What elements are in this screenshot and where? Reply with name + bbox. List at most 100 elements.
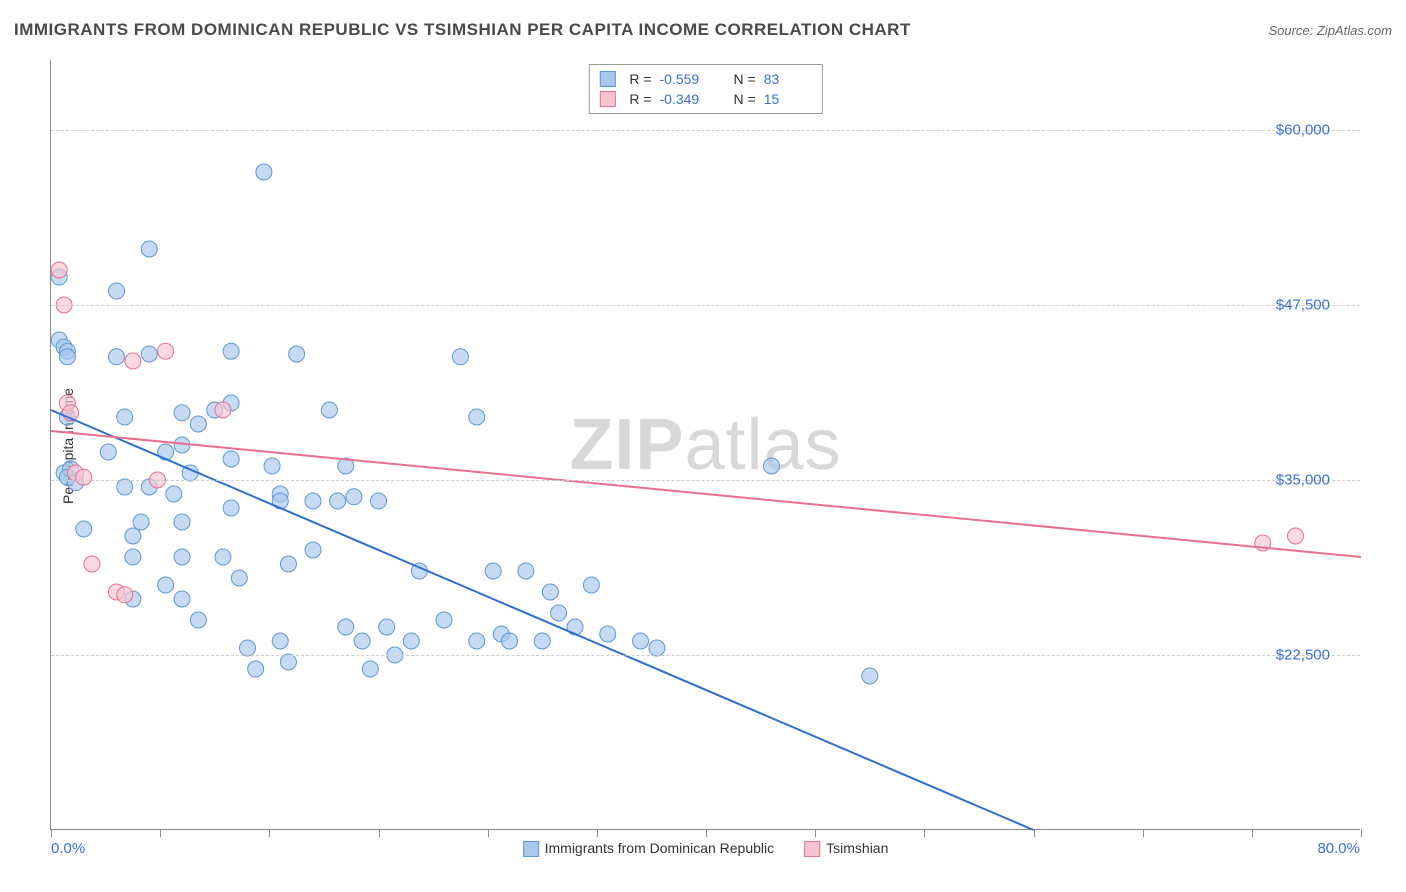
x-tick [1143,829,1144,837]
scatter-point [215,402,231,418]
scatter-point [76,469,92,485]
scatter-point [256,164,272,180]
legend-swatch [599,71,615,87]
scatter-point [158,343,174,359]
scatter-point [452,349,468,365]
scatter-point [362,661,378,677]
scatter-point [117,587,133,603]
scatter-point [166,486,182,502]
scatter-point [125,353,141,369]
scatter-point [551,605,567,621]
gridline [51,480,1360,481]
scatter-point [371,493,387,509]
y-tick-label: $35,000 [1276,472,1330,489]
gridline [51,130,1360,131]
plot-area: ZIPatlas R =-0.559N =83R =-0.349N =15 0.… [50,60,1360,830]
scatter-point [109,349,125,365]
scatter-point [133,514,149,530]
scatter-point [174,591,190,607]
scatter-point [223,343,239,359]
x-tick [597,829,598,837]
scatter-point [125,549,141,565]
stats-box: R =-0.559N =83R =-0.349N =15 [588,64,822,114]
scatter-point [518,563,534,579]
scatter-point [469,409,485,425]
scatter-point [379,619,395,635]
stats-row: R =-0.349N =15 [599,89,811,109]
source-attribution: Source: ZipAtlas.com [1268,23,1392,38]
y-tick-label: $22,500 [1276,647,1330,664]
scatter-point [141,241,157,257]
x-tick [269,829,270,837]
scatter-point [469,633,485,649]
scatter-point [100,444,116,460]
scatter-point [272,633,288,649]
scatter-point [248,661,264,677]
x-tick [488,829,489,837]
stats-row: R =-0.559N =83 [599,69,811,89]
scatter-point [403,633,419,649]
x-tick [706,829,707,837]
scatter-point [231,570,247,586]
scatter-point [280,654,296,670]
scatter-point [264,458,280,474]
x-tick [1252,829,1253,837]
scatter-point [51,262,67,278]
scatter-point [59,349,75,365]
scatter-point [174,514,190,530]
scatter-point [109,283,125,299]
x-tick [51,829,52,837]
scatter-point [330,493,346,509]
scatter-point [354,633,370,649]
scatter-point [174,405,190,421]
x-tick [924,829,925,837]
gridline [51,655,1360,656]
scatter-point [321,402,337,418]
x-tick [160,829,161,837]
scatter-point [649,640,665,656]
y-tick-label: $60,000 [1276,122,1330,139]
scatter-point [305,542,321,558]
scatter-point [174,549,190,565]
y-tick-label: $47,500 [1276,297,1330,314]
scatter-point [436,612,452,628]
scatter-point [862,668,878,684]
scatter-point [215,549,231,565]
scatter-point [600,626,616,642]
scatter-point [346,489,362,505]
scatter-point [534,633,550,649]
scatter-point [289,346,305,362]
x-tick [1361,829,1362,837]
x-tick [815,829,816,837]
legend-swatch [523,841,539,857]
scatter-point [223,451,239,467]
legend-swatch [599,91,615,107]
legend-label: Tsimshian [826,840,888,856]
x-axis-max-label: 80.0% [1317,840,1360,857]
scatter-point [190,416,206,432]
scatter-point [502,633,518,649]
scatter-point [76,521,92,537]
scatter-point [158,577,174,593]
scatter-point [764,458,780,474]
scatter-point [125,528,141,544]
bottom-legend: Immigrants from Dominican Republic Tsimsh… [523,840,889,857]
scatter-point [305,493,321,509]
scatter-point [485,563,501,579]
scatter-point [1288,528,1304,544]
scatter-point [542,584,558,600]
chart-title: IMMIGRANTS FROM DOMINICAN REPUBLIC VS TS… [14,20,911,40]
scatter-point [240,640,256,656]
scatter-point [223,500,239,516]
gridline [51,305,1360,306]
scatter-point [117,409,133,425]
scatter-point [190,612,206,628]
legend-item: Immigrants from Dominican Republic [523,840,775,857]
legend-swatch [804,841,820,857]
scatter-point [633,633,649,649]
scatter-point [117,479,133,495]
scatter-point [280,556,296,572]
scatter-point [583,577,599,593]
chart-svg [51,60,1360,829]
x-tick [379,829,380,837]
